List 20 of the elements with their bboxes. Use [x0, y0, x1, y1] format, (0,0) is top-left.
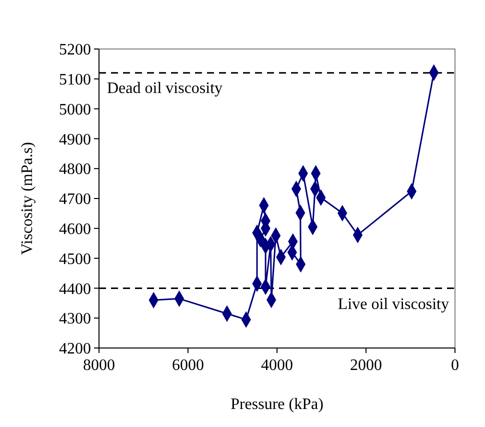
- ref-line-label: Dead oil viscosity: [107, 80, 223, 97]
- x-tick-label: 2000: [350, 357, 382, 374]
- y-tick-label: 5200: [59, 42, 91, 59]
- y-tick-label: 4900: [59, 131, 91, 148]
- y-tick-label: 4800: [59, 161, 91, 178]
- x-axis-title: Pressure (kPa): [230, 396, 324, 413]
- ref-line-label: Live oil viscosity: [338, 296, 449, 314]
- x-tick-label: 0: [451, 357, 459, 374]
- y-tick-label: 4700: [59, 191, 91, 208]
- y-tick-label: 4400: [59, 280, 91, 298]
- x-tick-label: 8000: [83, 357, 115, 374]
- y-axis-title: Viscosity (mPa.s): [19, 142, 36, 255]
- x-tick-label: 6000: [172, 357, 204, 374]
- y-tick-label: 4200: [59, 340, 91, 358]
- y-tick-label: 5100: [59, 72, 91, 88]
- x-tick-label: 4000: [261, 357, 293, 374]
- y-tick-label: 5000: [59, 101, 91, 118]
- y-tick-label: 4600: [59, 221, 91, 238]
- y-tick-label: 4500: [59, 250, 91, 268]
- y-tick-label: 4300: [59, 310, 91, 328]
